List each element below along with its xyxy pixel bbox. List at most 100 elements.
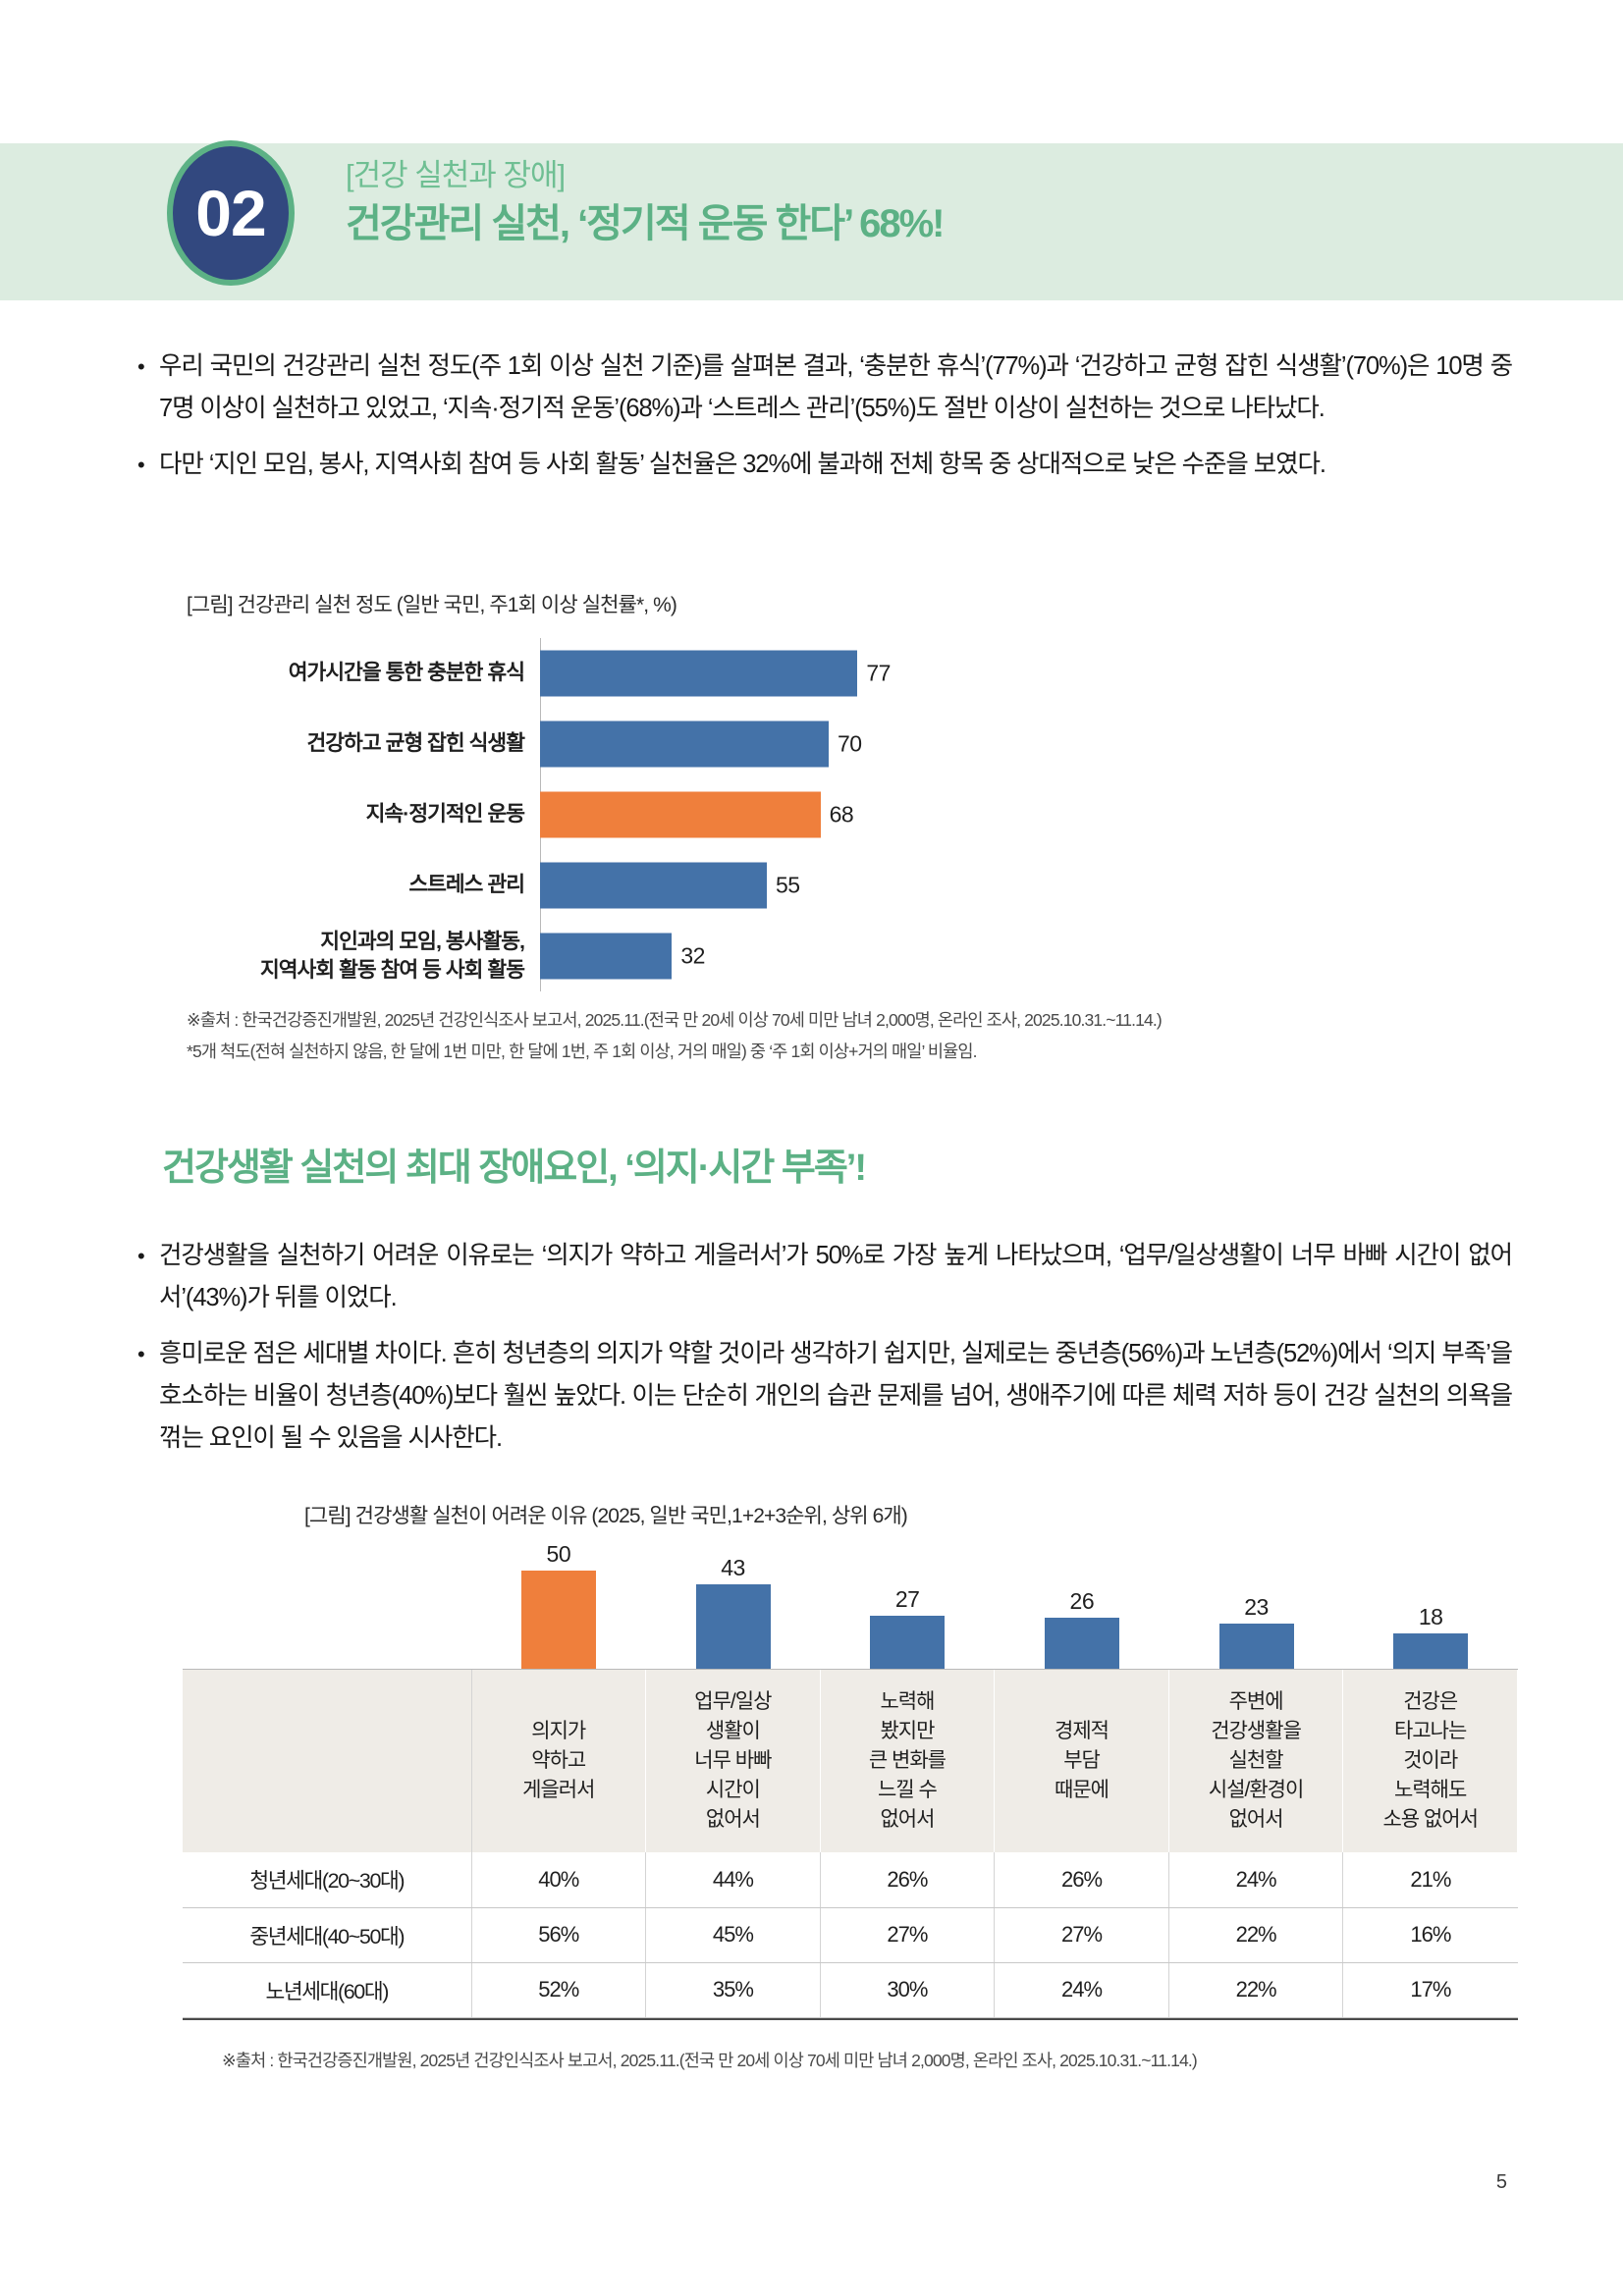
chart1-bar-highlighted (540, 791, 821, 838)
chart1-bar-track: 68 (540, 779, 1365, 850)
chart1-bar (540, 721, 829, 768)
chart1-category-label: 지인과의 모임, 봉사활동, 지역사회 활동 참여 등 사회 활동 (259, 929, 525, 982)
table-row-label: 노년세대(60대) (183, 1962, 472, 2018)
table-cell: 45% (645, 1907, 821, 1963)
chart2-bar-cell: 27 (820, 1541, 995, 1669)
bullet-text: 건강생활을 실천하기 어려운 이유로는 ‘의지가 약하고 게을러서’가 50%로… (159, 1242, 1513, 1311)
table-cell: 27% (820, 1907, 996, 1963)
chart1-bar (540, 862, 767, 909)
chart1-bar-value: 32 (680, 942, 705, 969)
bullet-item: • 건강생활을 실천하기 어려운 이유로는 ‘의지가 약하고 게을러서’가 50… (137, 1235, 1513, 1319)
table-corner-cell (183, 1670, 472, 1852)
chart2-bar-cell: 50 (471, 1541, 646, 1669)
chart-practice-barriers: 50 43 27 26 23 18 (183, 1541, 1518, 2020)
table-row-label: 청년세대(20~30대) (183, 1852, 472, 1908)
chart2-bar-highlighted (520, 1571, 596, 1669)
chart2-bar-value: 43 (721, 1555, 745, 1580)
chart2-bar-value: 50 (546, 1541, 571, 1567)
header-kicker: [건강 실천과 장애] (346, 158, 566, 192)
chart2-bar-cell: 26 (995, 1541, 1169, 1669)
bullet-item: • 다만 ‘지인 모임, 봉사, 지역사회 참여 등 사회 활동’ 실천율은 3… (137, 444, 1512, 486)
chart2-bar (695, 1584, 771, 1669)
chart1-bar-row: 건강하고 균형 잡힌 식생활 70 (187, 709, 1365, 779)
chart1-category-label: 스트레스 관리 (408, 873, 525, 897)
chart2-bar-cell: 23 (1169, 1541, 1344, 1669)
table-cell: 16% (1342, 1907, 1518, 1963)
table-column-header: 경제적 부담 때문에 (994, 1670, 1169, 1852)
chart1-bar-track: 77 (540, 638, 1365, 709)
chart2-bar-value: 18 (1418, 1604, 1443, 1629)
table-row: 청년세대(20~30대) 40% 44% 26% 26% 24% 21% (183, 1852, 1518, 1908)
table-cell-highlighted: 52% (471, 1962, 647, 2018)
table-cell: 24% (1168, 1852, 1344, 1908)
chart1-bar-track: 32 (540, 921, 1365, 991)
bullet-item: • 흥미로운 점은 세대별 차이다. 흔히 청년층의 의지가 약할 것이라 생각… (137, 1333, 1513, 1460)
table-cell-highlighted: 56% (471, 1907, 647, 1963)
chart1-bar (540, 933, 673, 980)
table-cell: 30% (820, 1962, 996, 2018)
chart1-category-label: 건강하고 균형 잡힌 식생활 (306, 731, 525, 756)
figure1-source-note: ※출처 : 한국건강증진개발원, 2025년 건강인식조사 보고서, 2025.… (187, 1010, 1163, 1030)
figure2-caption: [그림] 건강생활 실천이 어려운 이유 (2025, 일반 국민,1+2+3순… (304, 1505, 908, 1527)
page-number: 5 (1495, 2171, 1507, 2193)
table-cell: 26% (994, 1852, 1169, 1908)
chart2-bar (1218, 1624, 1294, 1669)
chart2-bar (1393, 1633, 1469, 1669)
chart1-bar-row: 여가시간을 통한 충분한 휴식 77 (187, 638, 1365, 709)
section-number: 02 (167, 140, 295, 286)
section2-title: 건강생활 실천의 최대 장애요인, ‘의지·시간 부족’! (162, 1148, 867, 1189)
figure2-source-note: ※출처 : 한국건강증진개발원, 2025년 건강인식조사 보고서, 2025.… (222, 2051, 1198, 2070)
chart1-bar (540, 650, 858, 697)
table-column-header: 건강은 타고나는 것이라 노력해도 소용 없어서 (1342, 1670, 1518, 1852)
chart1-bar-row: 지인과의 모임, 봉사활동, 지역사회 활동 참여 등 사회 활동 32 (187, 921, 1365, 991)
table-column-header: 주변에 건강생활을 실천할 시설/환경이 없어서 (1168, 1670, 1344, 1852)
chart1-category-label: 여가시간을 통한 충분한 휴식 (288, 661, 525, 685)
section-number-badge: 02 (167, 140, 295, 286)
table-cell: 44% (645, 1852, 821, 1908)
chart1-bar-track: 70 (540, 709, 1365, 779)
figure1-caption: [그림] 건강관리 실천 정도 (일반 국민, 주1회 이상 실천률*, %) (187, 594, 677, 616)
chart1-bar-value: 68 (829, 801, 854, 828)
table-cell: 26% (820, 1852, 996, 1908)
bullet-text: 흥미로운 점은 세대별 차이다. 흔히 청년층의 의지가 약할 것이라 생각하기… (159, 1340, 1513, 1452)
figure1-scale-note: *5개 척도(전혀 실천하지 않음, 한 달에 1번 미만, 한 달에 1번, … (187, 1041, 978, 1061)
barriers-table: 의지가 약하고 게을러서 업무/일상 생활이 너무 바빠 시간이 없어서 노력해… (183, 1670, 1518, 2018)
page-title: 건강관리 실천, ‘정기적 운동 한다’ 68%! (346, 201, 945, 245)
bullet-marker: • (137, 354, 145, 379)
chart1-bar-track: 55 (540, 850, 1365, 921)
chart1-bar-row: 지속·정기적인 운동 68 (187, 779, 1365, 850)
chart2-bar-value: 27 (894, 1586, 920, 1612)
table-cell: 35% (645, 1962, 821, 2018)
table-cell: 17% (1342, 1962, 1518, 2018)
table-row-label: 중년세대(40~50대) (183, 1907, 472, 1963)
bullet-marker: • (137, 453, 145, 477)
table-column-header: 업무/일상 생활이 너무 바빠 시간이 없어서 (645, 1670, 821, 1852)
bullet-marker: • (137, 1244, 145, 1268)
chart-health-practice-level: 여가시간을 통한 충분한 휴식 77 건강하고 균형 잡힌 식생활 70 지속·… (187, 638, 1365, 991)
table-row: 중년세대(40~50대) 56% 45% 27% 27% 22% 16% (183, 1907, 1518, 1963)
chart2-bar (870, 1616, 946, 1669)
chart2-bar-value: 26 (1069, 1588, 1095, 1614)
section1-bullets: • 우리 국민의 건강관리 실천 정도(주 1회 이상 실천 기준)를 살펴본 … (137, 346, 1513, 500)
table-cell: 22% (1168, 1907, 1344, 1963)
chart1-bar-value: 55 (776, 872, 800, 898)
chart1-bar-row: 스트레스 관리 55 (187, 850, 1365, 921)
table-column-header: 의지가 약하고 게을러서 (471, 1670, 647, 1852)
chart1-bar-value: 77 (866, 660, 891, 686)
bullet-marker: • (137, 1342, 145, 1366)
chart2-bar-value: 23 (1244, 1594, 1269, 1620)
bullet-text: 다만 ‘지인 모임, 봉사, 지역사회 참여 등 사회 활동’ 실천율은 32%… (159, 451, 1326, 478)
chart2-bar-cell: 43 (646, 1541, 821, 1669)
table-cell: 27% (994, 1907, 1169, 1963)
chart1-category-label: 지속·정기적인 운동 (365, 802, 525, 827)
table-cell: 40% (471, 1852, 647, 1908)
table-cell: 22% (1168, 1962, 1344, 2018)
table-cell: 24% (994, 1962, 1169, 2018)
chart2-bar-area: 50 43 27 26 23 18 (183, 1541, 1518, 1669)
table-column-header: 노력해 봤지만 큰 변화를 느낄 수 없어서 (820, 1670, 996, 1852)
section2-bullets: • 건강생활을 실천하기 어려운 이유로는 ‘의지가 약하고 게을러서’가 50… (137, 1235, 1513, 1473)
table-header-row: 의지가 약하고 게을러서 업무/일상 생활이 너무 바빠 시간이 없어서 노력해… (183, 1670, 1518, 1852)
chart2-bar (1044, 1618, 1119, 1669)
table-cell: 21% (1342, 1852, 1518, 1908)
table-top-rule (183, 1669, 1518, 1670)
